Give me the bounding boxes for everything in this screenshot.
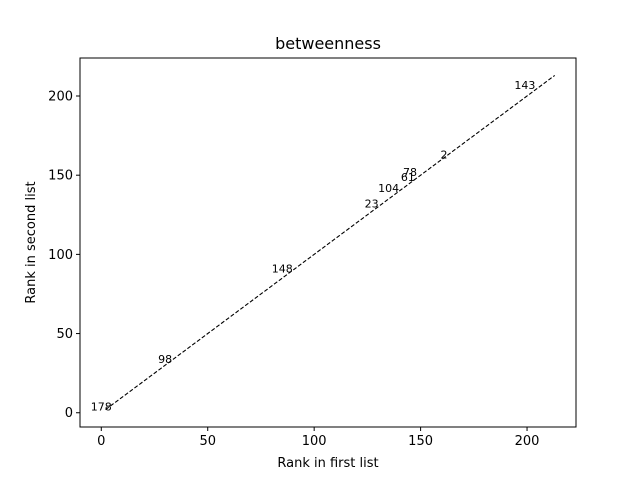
x-tick-label: 200 [515,434,540,449]
node-rank-label: 143 [514,79,535,92]
node-rank-label: 23 [365,198,379,211]
node-rank-label: 178 [91,400,112,413]
x-axis-label: Rank in first list [277,456,378,471]
node-rank-label: 2 [441,149,448,162]
y-tick-label: 100 [48,248,73,263]
node-rank-label: 61 [401,171,415,184]
x-tick-label: 100 [302,434,327,449]
diagonal-reference-line [105,74,556,411]
node-rank-label: 78 [403,166,417,179]
node-rank-label: 98 [158,353,172,366]
chart-title: betweenness [275,34,381,53]
x-tick-label: 150 [408,434,433,449]
y-tick-label: 200 [48,90,73,105]
node-rank-label: 148 [272,263,293,276]
x-tick-label: 0 [97,434,105,449]
y-tick-label: 50 [56,327,73,342]
y-tick-label: 0 [65,406,73,421]
y-axis-label: Rank in second list [24,181,39,303]
plot-frame [79,57,577,428]
x-tick-label: 50 [199,434,216,449]
y-tick-label: 150 [48,169,73,184]
node-rank-label: 104 [378,182,399,195]
